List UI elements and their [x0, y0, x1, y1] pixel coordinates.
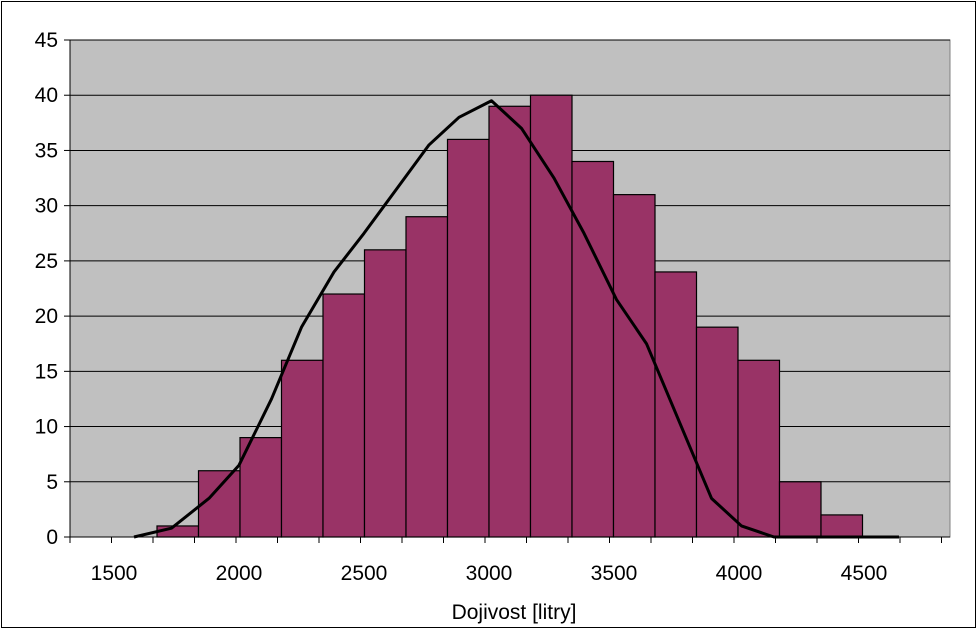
histogram-bar — [612, 194, 656, 538]
histogram-bar — [322, 293, 366, 538]
x-tick-label: 3500 — [591, 562, 638, 585]
y-tick-label: 15 — [35, 360, 58, 383]
x-tick-label: 2000 — [216, 562, 263, 585]
x-tick-label: 3000 — [466, 562, 513, 585]
y-tick-label: 10 — [35, 416, 58, 439]
histogram-bar — [197, 470, 241, 538]
y-tick-label: 25 — [35, 250, 58, 273]
histogram-bar — [239, 437, 283, 538]
y-tick-label: 40 — [35, 84, 58, 107]
y-tick-label: 20 — [35, 305, 58, 328]
histogram-bar — [405, 216, 449, 538]
x-tick-label: 4500 — [841, 562, 888, 585]
y-tick-label: 0 — [46, 526, 58, 549]
y-tick-label: 30 — [35, 195, 58, 218]
y-tick-label: 45 — [35, 29, 58, 52]
x-axis-title: Dojivost [litry] — [452, 601, 577, 624]
histogram-bar — [280, 359, 324, 538]
histogram-bar — [571, 160, 615, 538]
histogram-bar — [529, 94, 573, 538]
histogram-bar — [363, 249, 407, 538]
x-tick-label: 1500 — [91, 562, 138, 585]
histogram-bar — [488, 105, 532, 538]
histogram-bar — [820, 514, 864, 538]
histogram-bar — [654, 271, 698, 538]
histogram-bar — [737, 359, 781, 538]
x-tick-label: 4000 — [716, 562, 763, 585]
x-tick-label: 2500 — [341, 562, 388, 585]
y-tick-label: 35 — [35, 139, 58, 162]
y-tick-label: 5 — [46, 471, 58, 494]
histogram-bar — [446, 138, 490, 538]
histogram-bar — [778, 481, 822, 538]
